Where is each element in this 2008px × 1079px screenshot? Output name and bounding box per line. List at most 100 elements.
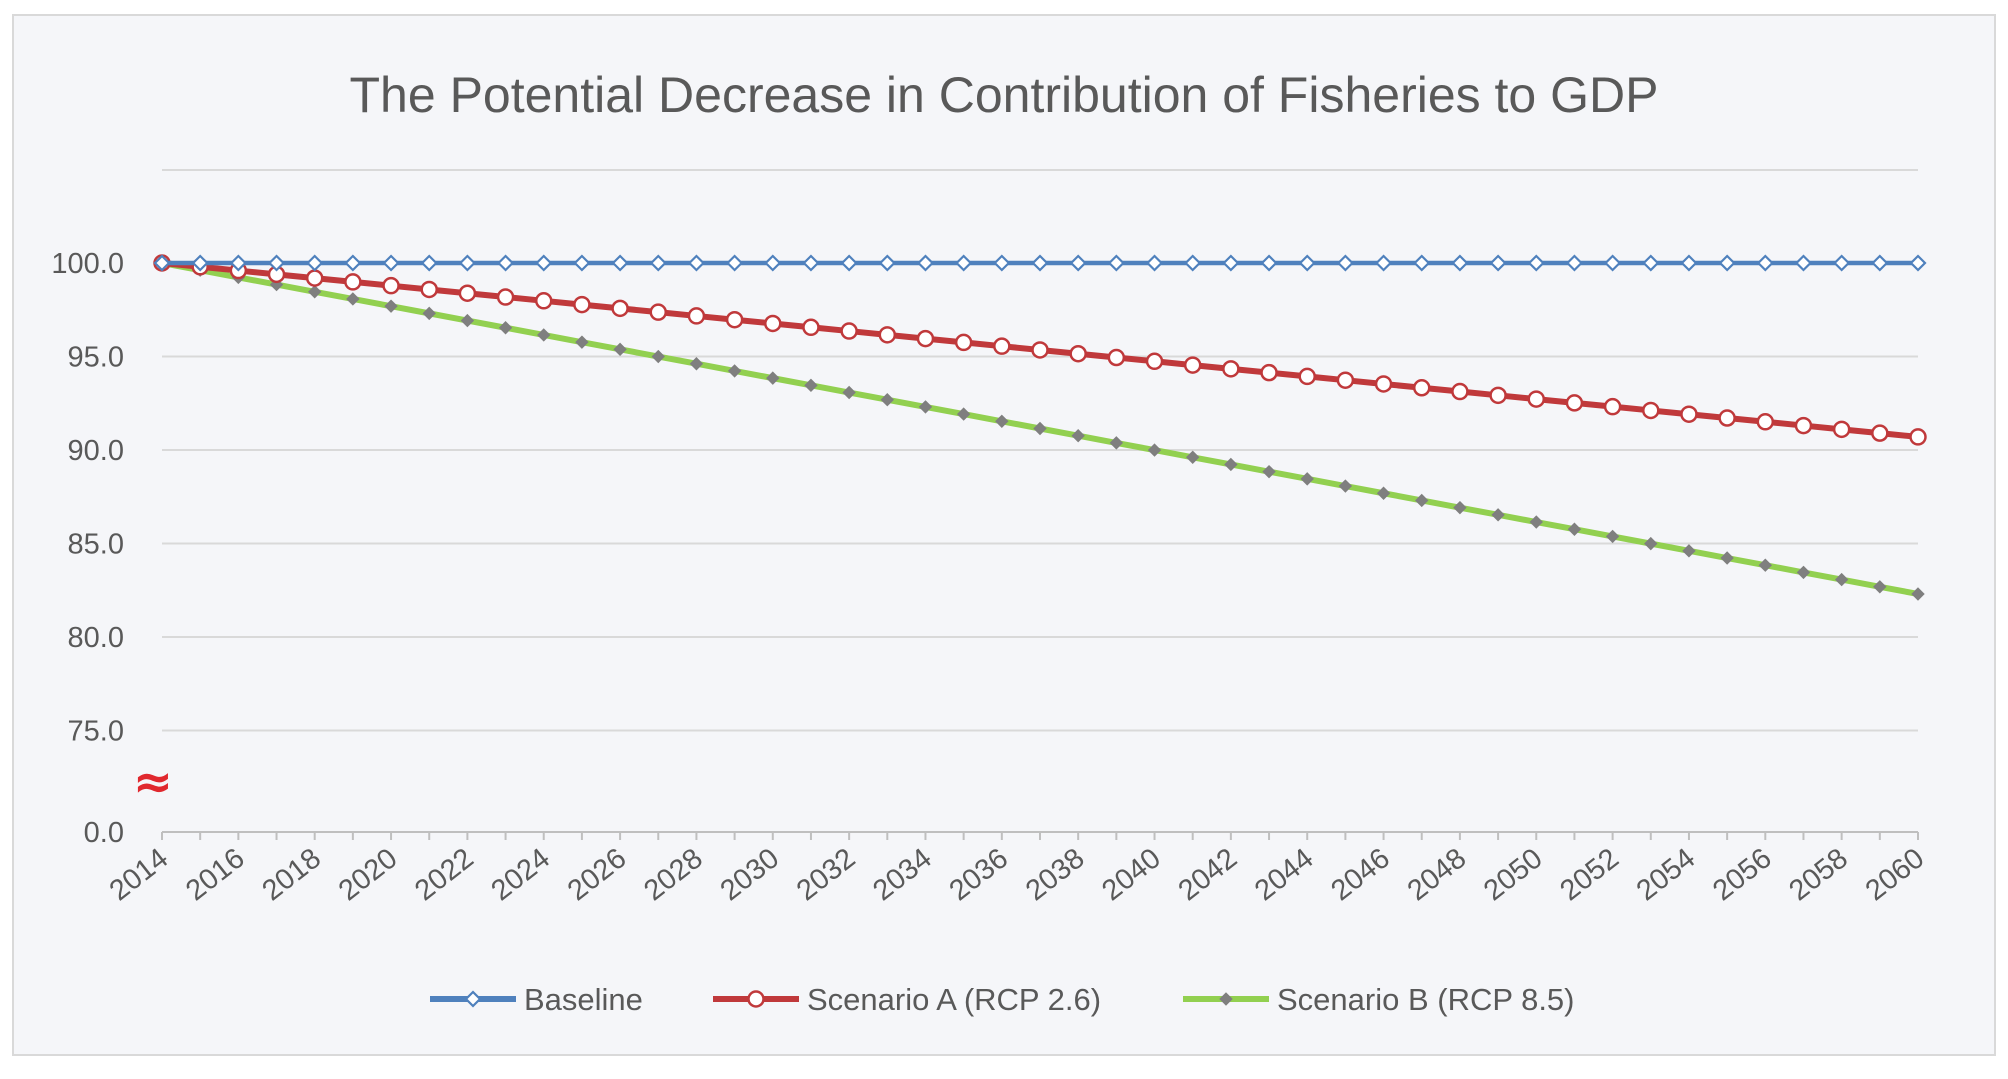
x-tick-label: 2018	[256, 842, 327, 907]
data-point	[1183, 356, 1202, 374]
data-point	[1605, 529, 1620, 544]
data-point	[613, 342, 627, 357]
data-point	[1336, 371, 1355, 389]
data-point	[1642, 401, 1660, 420]
data-point	[802, 254, 820, 272]
data-point	[344, 254, 362, 272]
data-point	[1489, 386, 1507, 405]
data-point	[878, 254, 896, 272]
data-point	[1489, 254, 1507, 272]
x-tick-label: 2052	[1554, 842, 1625, 907]
data-point	[840, 254, 858, 272]
data-point	[1262, 464, 1276, 479]
data-point	[1756, 413, 1775, 431]
data-point	[346, 292, 360, 306]
data-point	[1491, 508, 1505, 522]
x-tick-label: 2058	[1783, 842, 1854, 907]
x-tick-label: 2048	[1402, 842, 1473, 907]
data-point	[1374, 375, 1393, 393]
data-point	[535, 254, 553, 272]
data-point	[1565, 394, 1584, 412]
x-tick-label: 2042	[1173, 842, 1244, 907]
data-point	[764, 314, 782, 333]
data-point	[611, 299, 629, 318]
x-tick-label: 2060	[1860, 842, 1931, 907]
x-tick-label: 2046	[1325, 842, 1396, 907]
data-point	[464, 990, 482, 1008]
data-point	[954, 333, 973, 352]
x-tick-label: 2016	[180, 842, 251, 907]
x-tick-label: 2014	[104, 842, 175, 907]
data-point	[1871, 254, 1889, 272]
legend-label: Baseline	[524, 982, 643, 1017]
grid-lines	[162, 169, 1918, 732]
data-point	[307, 285, 322, 299]
data-point	[649, 303, 668, 321]
data-point	[1603, 397, 1622, 416]
data-point	[878, 326, 897, 344]
data-point	[229, 254, 247, 272]
data-point	[1412, 379, 1431, 397]
data-point	[1680, 254, 1698, 272]
data-point	[1718, 254, 1736, 272]
data-point	[1871, 424, 1889, 442]
data-point	[993, 337, 1011, 355]
data-point	[1834, 572, 1849, 587]
data-point	[1680, 405, 1698, 423]
data-point	[1375, 254, 1393, 272]
data-point	[802, 318, 820, 337]
data-point	[1031, 254, 1049, 272]
data-point	[1260, 254, 1278, 272]
legend-label: Scenario A (RCP 2.6)	[807, 982, 1101, 1017]
legend: Baseline Scenario A (RCP 2.6) Scenario B (…	[430, 982, 1575, 1017]
x-tick-label: 2044	[1249, 842, 1320, 907]
data-point	[1338, 479, 1353, 493]
x-tick-label: 2038	[1020, 842, 1091, 907]
data-point	[382, 254, 400, 272]
data-point	[269, 277, 284, 292]
data-point	[1376, 486, 1391, 500]
x-tick-label: 2056	[1707, 842, 1778, 907]
series-0	[153, 254, 1927, 272]
x-tick-label: 2028	[638, 842, 709, 907]
data-point	[1758, 558, 1773, 572]
data-point	[1911, 587, 1925, 601]
data-point	[498, 321, 513, 335]
data-point	[842, 385, 856, 400]
data-point	[1069, 254, 1087, 272]
data-point	[534, 292, 553, 310]
data-point	[267, 254, 286, 272]
data-point	[1071, 428, 1085, 443]
data-point	[1529, 515, 1543, 529]
data-point	[382, 276, 400, 295]
legend-label: Scenario B (RCP 8.5)	[1277, 982, 1575, 1017]
x-tick-label: 2050	[1478, 842, 1549, 907]
data-point	[725, 310, 744, 329]
y-tick-label: 75.0	[68, 716, 124, 748]
y-tick-label: 80.0	[68, 622, 124, 654]
data-point	[1415, 493, 1429, 508]
data-point	[458, 284, 477, 302]
series-1	[153, 254, 1927, 446]
data-point	[1567, 522, 1582, 536]
data-point	[955, 254, 973, 272]
data-point	[1107, 254, 1125, 272]
data-point	[1604, 254, 1622, 272]
data-point	[1336, 254, 1354, 272]
data-point	[1222, 254, 1240, 272]
data-point	[537, 328, 551, 342]
data-point	[689, 357, 704, 371]
data-point	[1033, 421, 1047, 436]
data-point	[1107, 348, 1126, 367]
x-tick-label: 2024	[486, 842, 557, 907]
x-tick-label: 2034	[867, 842, 938, 907]
x-tick-label: 2026	[562, 842, 633, 907]
axis-break-symbol: ≈	[133, 754, 173, 810]
data-point	[306, 254, 324, 272]
data-point	[573, 254, 591, 272]
x-tick-label: 2030	[715, 842, 786, 907]
data-point	[497, 254, 515, 272]
data-point	[191, 254, 209, 272]
data-point	[916, 254, 935, 272]
